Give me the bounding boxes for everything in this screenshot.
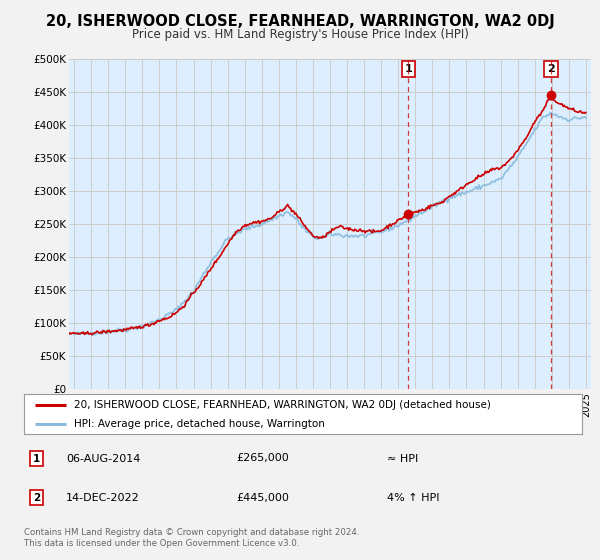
Text: 1: 1: [32, 454, 40, 464]
Text: This data is licensed under the Open Government Licence v3.0.: This data is licensed under the Open Gov…: [24, 539, 299, 548]
Text: 14-DEC-2022: 14-DEC-2022: [66, 493, 140, 502]
Text: ≈ HPI: ≈ HPI: [387, 454, 418, 464]
Text: £445,000: £445,000: [236, 493, 289, 502]
Text: Price paid vs. HM Land Registry's House Price Index (HPI): Price paid vs. HM Land Registry's House …: [131, 28, 469, 41]
Text: £265,000: £265,000: [236, 454, 289, 464]
Text: 4% ↑ HPI: 4% ↑ HPI: [387, 493, 439, 502]
Text: 20, ISHERWOOD CLOSE, FEARNHEAD, WARRINGTON, WA2 0DJ: 20, ISHERWOOD CLOSE, FEARNHEAD, WARRINGT…: [46, 14, 554, 29]
Text: 2: 2: [547, 64, 555, 74]
Text: 1: 1: [404, 64, 412, 74]
Text: 06-AUG-2014: 06-AUG-2014: [66, 454, 140, 464]
Text: HPI: Average price, detached house, Warrington: HPI: Average price, detached house, Warr…: [74, 419, 325, 429]
Text: 20, ISHERWOOD CLOSE, FEARNHEAD, WARRINGTON, WA2 0DJ (detached house): 20, ISHERWOOD CLOSE, FEARNHEAD, WARRINGT…: [74, 400, 491, 410]
Text: Contains HM Land Registry data © Crown copyright and database right 2024.: Contains HM Land Registry data © Crown c…: [24, 528, 359, 536]
Text: 2: 2: [32, 493, 40, 502]
